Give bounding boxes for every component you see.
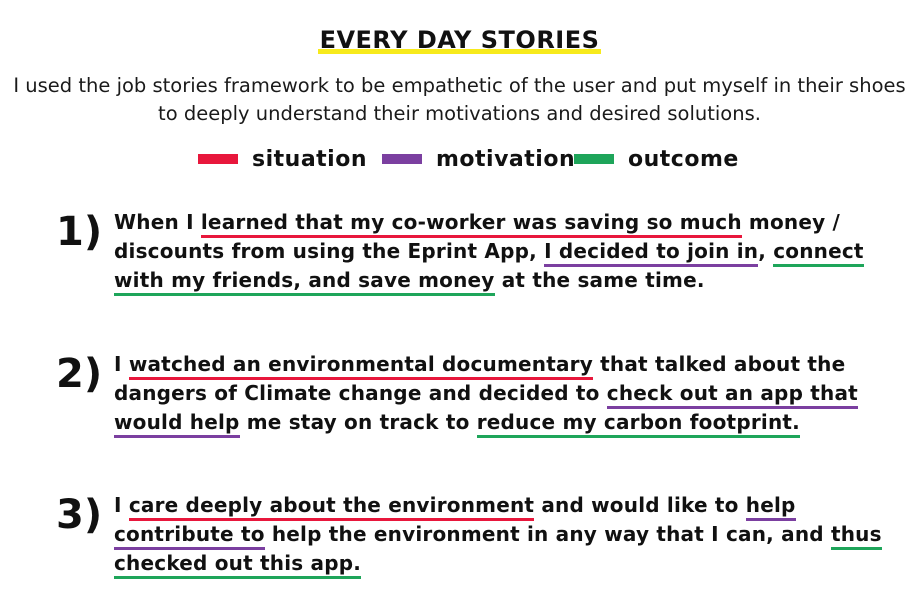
outcome-phrase: connect with my friends, and save money bbox=[114, 239, 864, 296]
story-text-segment: at the same time. bbox=[494, 268, 705, 292]
legend-item-outcome: outcome bbox=[574, 142, 739, 176]
situation-phrase: care deeply about the environment bbox=[128, 493, 535, 521]
legend-item-situation: situation bbox=[198, 142, 367, 176]
story-text-segment: , bbox=[758, 239, 774, 263]
outcome-phrase: reduce my carbon footprint. bbox=[476, 410, 800, 438]
situation-phrase: watched an environmental documentary bbox=[128, 352, 593, 380]
story-text: I care deeply about the environment and … bbox=[114, 491, 894, 579]
story-text-segment: and would like to bbox=[534, 493, 746, 517]
motivation-phrase: I decided to join in bbox=[544, 239, 759, 267]
story-number: 3) bbox=[56, 492, 103, 538]
title-container: EVERY DAY STORIES bbox=[0, 26, 919, 54]
story-text-segment: me stay on track to bbox=[239, 410, 477, 434]
story-number: 2) bbox=[56, 351, 103, 397]
legend-label-motivation: motivation bbox=[436, 146, 576, 172]
story-text-segment: I bbox=[114, 493, 129, 517]
story-text-segment: that talked about the dangers of Climate… bbox=[114, 352, 846, 405]
legend: situation motivation outcome bbox=[0, 142, 919, 176]
situation-phrase: learned that my co-worker was saving so … bbox=[200, 210, 742, 238]
legend-swatch-situation bbox=[198, 154, 238, 164]
story-text-segment: I bbox=[114, 352, 129, 376]
story-text: I watched an environmental documentary t… bbox=[114, 350, 894, 438]
motivation-phrase: help contribute to bbox=[114, 493, 796, 550]
story-text-segment: money / discounts from using the Eprint … bbox=[114, 210, 841, 263]
page-title: EVERY DAY STORIES bbox=[317, 26, 602, 54]
motivation-phrase: check out an app that would help bbox=[114, 381, 858, 438]
outcome-phrase: thus checked out this app. bbox=[114, 522, 882, 579]
intro-paragraph: I used the job stories framework to be e… bbox=[13, 74, 906, 125]
story-number: 1) bbox=[56, 209, 103, 255]
legend-label-outcome: outcome bbox=[628, 146, 739, 172]
legend-label-situation: situation bbox=[252, 146, 367, 172]
legend-swatch-outcome bbox=[574, 154, 614, 164]
story-text: When I learned that my co-worker was sav… bbox=[114, 208, 894, 296]
story-text-segment: When I bbox=[114, 210, 201, 234]
legend-item-motivation: motivation bbox=[382, 142, 575, 176]
story-text-segment: help the environment in any way that I c… bbox=[264, 522, 831, 546]
legend-swatch-motivation bbox=[382, 154, 422, 164]
